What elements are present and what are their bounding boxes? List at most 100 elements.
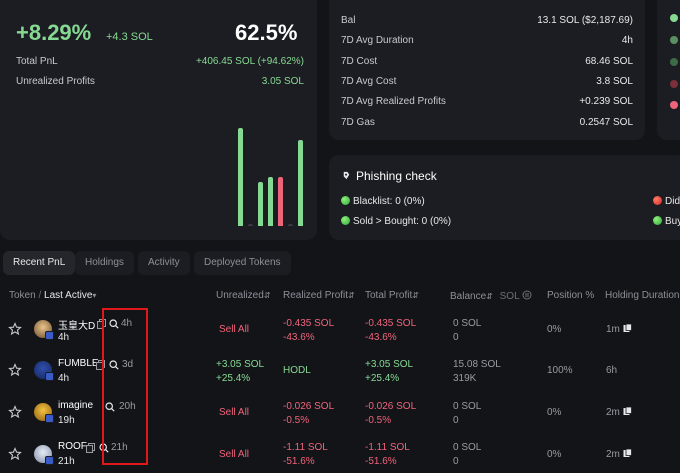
position-pct: 100% [547, 365, 573, 376]
table-row[interactable]: 玉皇大D 4h 4h Sell All -0.435 SOL -43.6% -0… [0, 311, 680, 351]
status-red-icon [653, 196, 662, 205]
pnl-bar [288, 224, 293, 226]
win-rate: 62.5% [235, 20, 298, 45]
stat-row-cost: 7D Cost 68.46 SOL [341, 56, 633, 70]
sell-all-label: Sell All [219, 407, 250, 418]
pnl-bar [268, 177, 273, 226]
table-row[interactable]: FUMBLE 3d 4h +3.05 SOL +25.4% HODL +3.05… [0, 351, 680, 391]
phishing-title-text: Phishing check [356, 169, 437, 183]
blacklist-text: Blacklist: 0 (0%) [353, 196, 425, 207]
hodl-label: HODL [283, 365, 311, 376]
realized-profit-pct: -43.6% [283, 332, 315, 343]
total-profit: +3.05 SOL [365, 359, 414, 370]
copy-icon[interactable] [86, 443, 95, 453]
token-avatar [34, 403, 54, 423]
balance-header-label: Balance [450, 291, 487, 302]
stat-value: 3.8 SOL [596, 76, 633, 87]
pnl-bar [258, 182, 263, 226]
dist-dot [670, 14, 678, 22]
holding-duration-text: 2m [606, 449, 620, 460]
blacklist-item: Blacklist: 0 (0%) [341, 196, 425, 207]
swap-icon[interactable] [522, 290, 532, 300]
stat-label: 7D Avg Realized Profits [341, 96, 446, 107]
stat-label: 7D Avg Duration [341, 35, 414, 46]
phishing-check-card: Phishing check Blacklist: 0 (0%) Sold > … [329, 155, 680, 240]
stat-value: 4h [621, 35, 633, 46]
pnl-bar [248, 224, 253, 226]
balance-sol: 0 SOL [453, 318, 482, 329]
didi-text: Didi [665, 196, 680, 207]
chain-badge-icon [45, 414, 54, 423]
star-icon[interactable] [8, 322, 22, 336]
sold-bought-text: Sold > Bought: 0 (0%) [353, 216, 452, 227]
token-name[interactable]: imagine [58, 400, 94, 411]
token-header-label: Token [9, 290, 36, 301]
tab-deployed-tokens[interactable]: Deployed Tokens [194, 251, 291, 275]
star-icon[interactable] [8, 405, 22, 419]
total-pnl-value: +406.45 SOL (+94.62%) [195, 56, 304, 67]
table-row[interactable]: ROOF 21h 21h Sell All -1.11 SOL -51.6% -… [0, 431, 680, 471]
total-pnl-label: Total PnL [16, 56, 58, 67]
buy-text: Buy [665, 216, 680, 227]
column-header-token[interactable]: Token / Last Active▾ [9, 290, 96, 301]
dist-dot [670, 80, 678, 88]
token-name[interactable]: ROOF [58, 441, 87, 452]
dist-dot [670, 58, 678, 66]
last-active: 21h [111, 442, 128, 453]
balance-unit-label: SOL [499, 291, 520, 302]
total-profit-pct: -43.6% [365, 332, 397, 343]
token-age: 4h [58, 332, 70, 343]
sort-icon: ⇵ [486, 292, 493, 301]
status-green-icon [341, 196, 350, 205]
column-header-unrealized[interactable]: Unrealized⇵ [216, 290, 271, 301]
column-header-total[interactable]: Total Profit⇵ [365, 290, 419, 301]
search-icon[interactable] [109, 360, 119, 370]
tab-holdings[interactable]: Holdings [75, 251, 134, 275]
stat-row-balance: Bal 13.1 SOL ($2,187.69) [341, 15, 633, 29]
pnl-sol: +4.3 SOL [106, 31, 153, 43]
tx-icon[interactable] [623, 323, 632, 333]
chain-badge-icon [45, 372, 54, 381]
star-icon[interactable] [8, 363, 22, 377]
dist-dot [670, 101, 678, 109]
sell-all-label: Sell All [219, 324, 250, 335]
token-age: 4h [58, 373, 70, 384]
search-icon[interactable] [105, 402, 115, 412]
token-name[interactable]: FUMBLE [58, 358, 99, 369]
tx-icon[interactable] [623, 448, 632, 458]
tx-icon[interactable] [623, 406, 632, 416]
stat-label: Bal [341, 15, 356, 26]
pnl-summary-card: +8.29% +4.3 SOL 62.5% Total PnL +406.45 … [0, 0, 317, 240]
column-header-realized[interactable]: Realized Profit⇵ [283, 290, 355, 301]
status-green-icon [653, 216, 662, 225]
column-header-balance[interactable]: Balance⇵ SOL [450, 290, 532, 302]
pnl-bar [298, 140, 303, 226]
total-profit-pct: +25.4% [365, 373, 400, 384]
pnl-bar [278, 177, 283, 226]
didi-item: Didi [653, 196, 680, 207]
tab-recent-pnl[interactable]: Recent PnL [3, 251, 76, 275]
last-active-header-label[interactable]: Last Active [44, 290, 93, 301]
balance-amount: 0 [453, 456, 459, 467]
balance-sol: 0 SOL [453, 442, 482, 453]
sort-icon: ⇵ [412, 291, 419, 300]
search-icon[interactable] [109, 319, 119, 329]
position-pct: 0% [547, 407, 562, 418]
token-age: 21h [58, 456, 75, 467]
chain-badge-icon [45, 331, 54, 340]
holding-duration: 1m [606, 323, 632, 335]
stat-value: 0.2547 SOL [579, 117, 633, 128]
holding-duration-text: 1m [606, 324, 620, 335]
token-avatar [34, 445, 54, 465]
stat-row-avg-duration: 7D Avg Duration 4h [341, 35, 633, 49]
tab-activity[interactable]: Activity [138, 251, 190, 275]
total-profit-pct: -51.6% [365, 456, 397, 467]
balance-sol: 0 SOL [453, 401, 482, 412]
token-name[interactable]: 玉皇大D [58, 321, 96, 332]
star-icon[interactable] [8, 447, 22, 461]
pnl-bar [238, 128, 243, 226]
table-row[interactable]: imagine 20h 19h Sell All -0.026 SOL -0.5… [0, 391, 680, 431]
stat-row-gas: 7D Gas 0.2547 SOL [341, 117, 633, 131]
unrealized-profit-pct: +25.4% [216, 373, 251, 384]
position-pct: 0% [547, 449, 562, 460]
